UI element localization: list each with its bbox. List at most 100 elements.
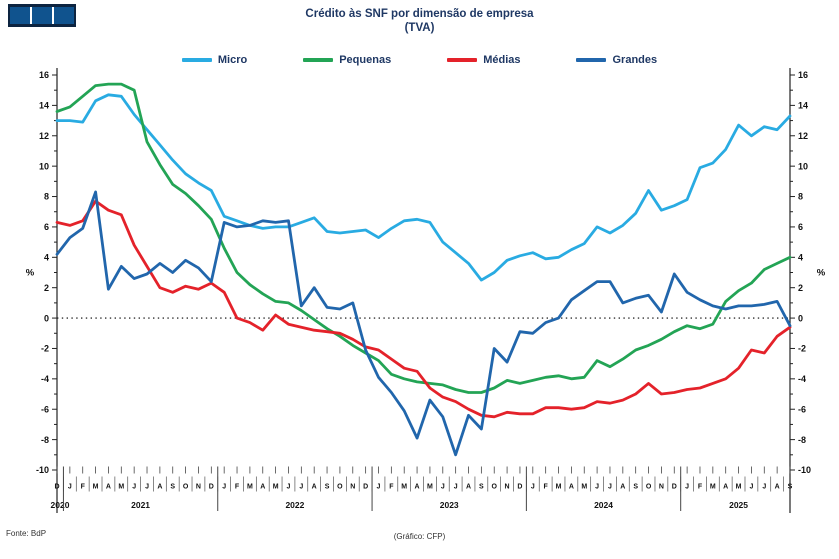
- svg-text:A: A: [312, 484, 317, 491]
- svg-text:0: 0: [44, 313, 49, 323]
- svg-text:M: M: [118, 484, 124, 491]
- svg-text:-10: -10: [36, 465, 49, 475]
- chart-subtitle: (TVA): [404, 22, 435, 34]
- svg-text:10: 10: [39, 161, 49, 171]
- svg-text:-10: -10: [798, 465, 811, 475]
- source-note: Fonte: BdP: [6, 529, 47, 538]
- svg-text:A: A: [723, 484, 728, 491]
- svg-text:J: J: [222, 484, 226, 491]
- svg-text:4: 4: [798, 253, 803, 263]
- svg-text:J: J: [608, 484, 612, 491]
- legend-label: Médias: [483, 54, 521, 66]
- svg-text:J: J: [132, 484, 136, 491]
- svg-text:A: A: [775, 484, 780, 491]
- svg-text:O: O: [337, 484, 343, 491]
- svg-text:-8: -8: [798, 435, 806, 445]
- legend-label: Grandes: [612, 54, 658, 66]
- svg-text:O: O: [492, 484, 498, 491]
- svg-text:%: %: [817, 268, 826, 279]
- svg-text:J: J: [595, 484, 599, 491]
- svg-text:N: N: [505, 484, 510, 491]
- legend-item-grandes: Grandes: [576, 54, 657, 66]
- svg-text:M: M: [581, 484, 587, 491]
- svg-text:M: M: [710, 484, 716, 491]
- svg-text:N: N: [659, 484, 664, 491]
- svg-text:M: M: [736, 484, 742, 491]
- svg-text:J: J: [685, 484, 689, 491]
- svg-text:A: A: [260, 484, 265, 491]
- svg-text:D: D: [363, 484, 368, 491]
- svg-text:2021: 2021: [131, 500, 150, 510]
- svg-text:S: S: [170, 484, 175, 491]
- svg-text:M: M: [247, 484, 253, 491]
- svg-text:F: F: [389, 484, 394, 491]
- chart-title-block: Crédito às SNF por dimensão de empresa (…: [0, 7, 839, 35]
- legend-label: Micro: [217, 54, 248, 66]
- svg-text:J: J: [145, 484, 149, 491]
- micro-line-swatch: [181, 58, 212, 62]
- svg-text:8: 8: [798, 192, 803, 202]
- svg-text:F: F: [235, 484, 240, 491]
- legend: Micro Pequenas Médias Grandes: [0, 54, 839, 66]
- svg-text:S: S: [325, 484, 330, 491]
- svg-text:-4: -4: [41, 374, 49, 384]
- svg-text:16: 16: [39, 70, 49, 80]
- legend-label: Pequenas: [339, 54, 392, 66]
- svg-text:A: A: [466, 484, 471, 491]
- svg-text:2020: 2020: [51, 500, 70, 510]
- logo-square: [10, 7, 30, 24]
- svg-text:N: N: [196, 484, 201, 491]
- svg-text:J: J: [454, 484, 458, 491]
- svg-text:12: 12: [39, 131, 49, 141]
- svg-text:10: 10: [798, 161, 808, 171]
- logo-square: [32, 7, 52, 24]
- cfp-logo: [8, 4, 76, 27]
- svg-text:M: M: [273, 484, 279, 491]
- svg-text:-4: -4: [798, 374, 806, 384]
- svg-text:-2: -2: [41, 344, 49, 354]
- svg-text:4: 4: [44, 253, 49, 263]
- svg-text:S: S: [479, 484, 484, 491]
- svg-text:-6: -6: [798, 404, 806, 414]
- svg-text:A: A: [415, 484, 420, 491]
- svg-text:14: 14: [798, 101, 808, 111]
- svg-text:M: M: [556, 484, 562, 491]
- svg-text:N: N: [350, 484, 355, 491]
- svg-text:D: D: [54, 484, 59, 491]
- svg-text:J: J: [287, 484, 291, 491]
- svg-text:F: F: [698, 484, 703, 491]
- svg-text:M: M: [93, 484, 99, 491]
- svg-text:M: M: [401, 484, 407, 491]
- svg-text:A: A: [157, 484, 162, 491]
- svg-text:F: F: [544, 484, 549, 491]
- svg-text:-2: -2: [798, 344, 806, 354]
- svg-text:14: 14: [39, 101, 49, 111]
- svg-text:D: D: [517, 484, 522, 491]
- svg-text:6: 6: [44, 222, 49, 232]
- pequenas-line-swatch: [303, 58, 334, 62]
- svg-text:A: A: [620, 484, 625, 491]
- grandes-line-swatch: [576, 58, 607, 62]
- svg-text:16: 16: [798, 70, 808, 80]
- legend-item-medias: Médias: [447, 54, 520, 66]
- svg-text:J: J: [441, 484, 445, 491]
- svg-text:O: O: [646, 484, 652, 491]
- svg-text:A: A: [569, 484, 574, 491]
- svg-text:2023: 2023: [440, 500, 459, 510]
- svg-text:-6: -6: [41, 404, 49, 414]
- svg-text:J: J: [377, 484, 381, 491]
- svg-text:8: 8: [44, 192, 49, 202]
- svg-text:-8: -8: [41, 435, 49, 445]
- svg-text:2022: 2022: [285, 500, 304, 510]
- svg-text:2025: 2025: [729, 500, 748, 510]
- svg-text:2: 2: [44, 283, 49, 293]
- chart-title: Crédito às SNF por dimensão de empresa: [305, 8, 534, 20]
- svg-text:J: J: [762, 484, 766, 491]
- legend-item-pequenas: Pequenas: [303, 54, 391, 66]
- medias-line-swatch: [447, 58, 478, 62]
- svg-text:D: D: [209, 484, 214, 491]
- svg-text:2: 2: [798, 283, 803, 293]
- svg-text:J: J: [531, 484, 535, 491]
